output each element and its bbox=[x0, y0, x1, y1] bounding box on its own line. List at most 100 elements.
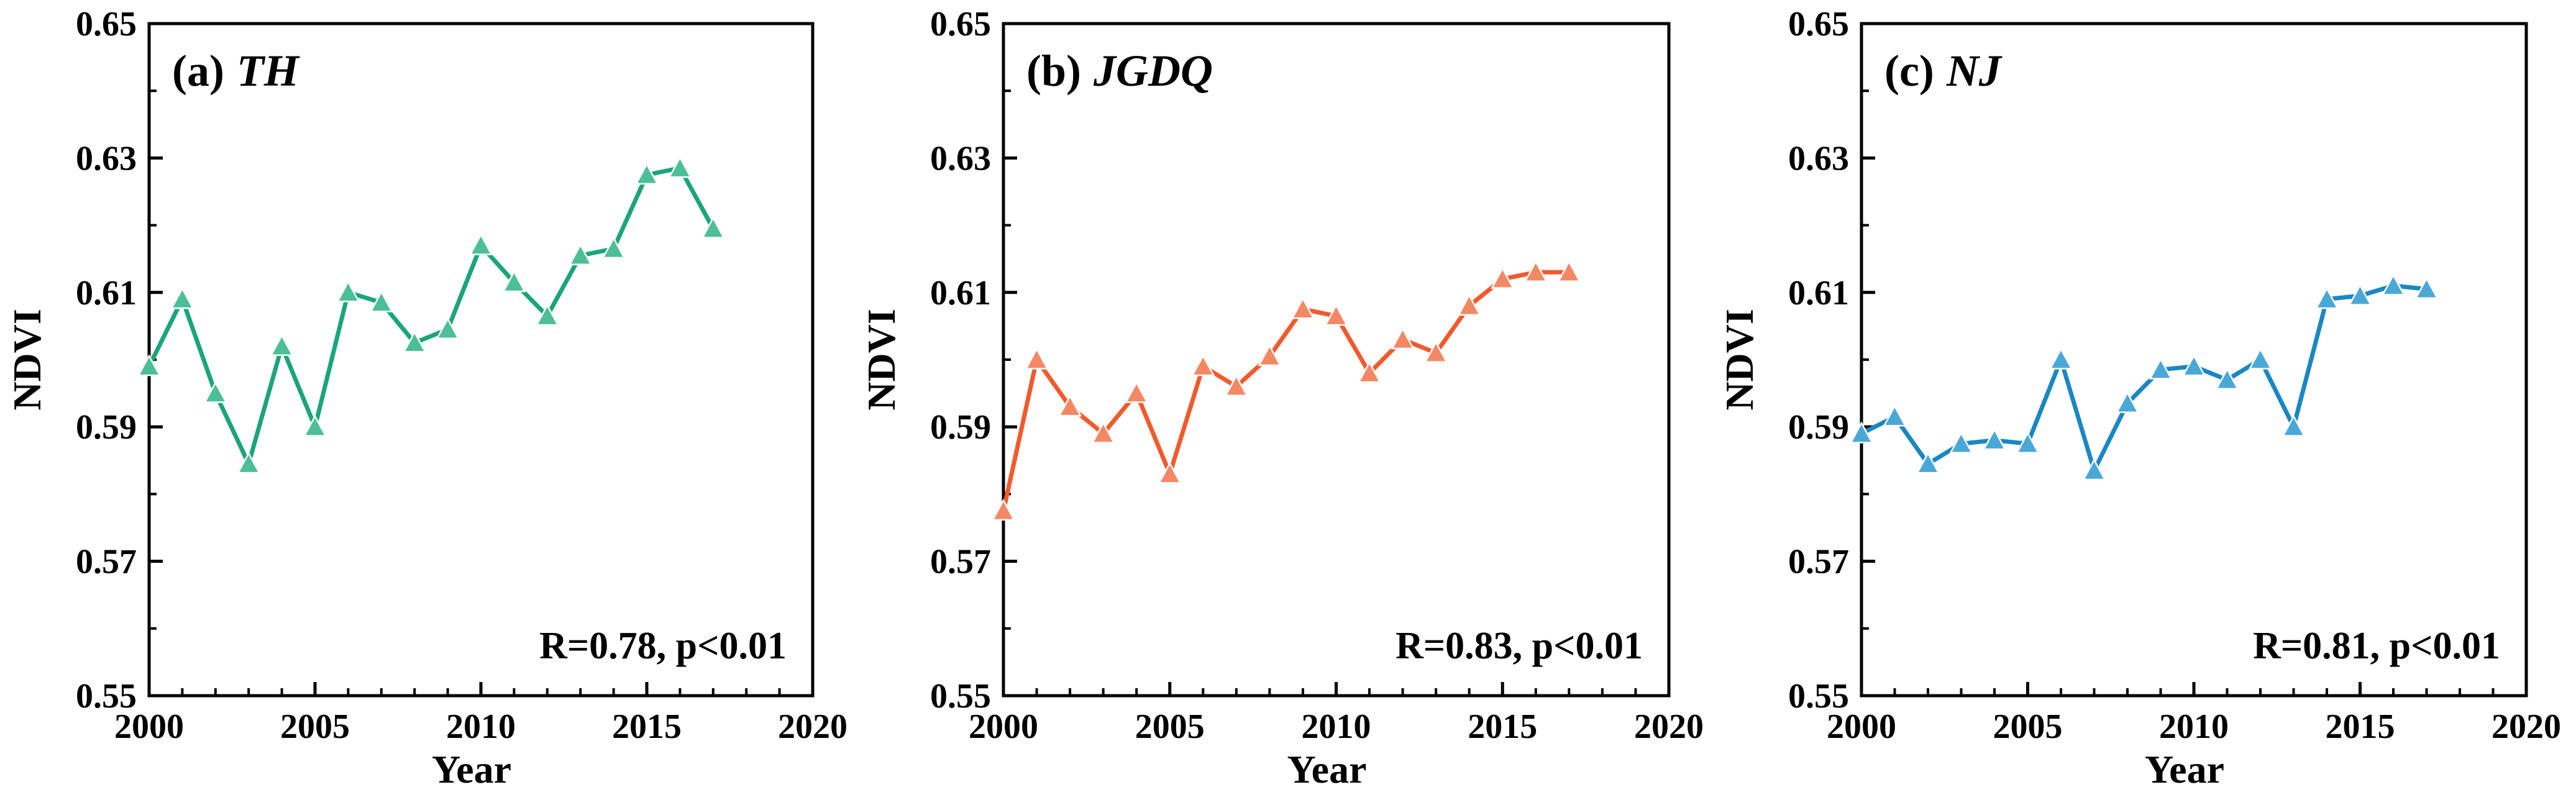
data-point bbox=[1025, 347, 1049, 370]
data-point bbox=[237, 452, 261, 474]
data-point bbox=[270, 334, 294, 357]
y-axis-title: NDVI bbox=[859, 309, 903, 411]
data-point bbox=[569, 243, 593, 265]
x-tick-label: 2010 bbox=[2159, 707, 2229, 746]
y-tick-label: 0.55 bbox=[930, 677, 991, 716]
data-point bbox=[2281, 414, 2306, 437]
data-point bbox=[2314, 286, 2339, 309]
data-point bbox=[1391, 327, 1415, 350]
data-point bbox=[1224, 374, 1248, 396]
data-point bbox=[1523, 260, 1548, 283]
data-point bbox=[303, 414, 327, 437]
data-point bbox=[1091, 421, 1115, 443]
data-point bbox=[436, 317, 460, 340]
data-point bbox=[2115, 391, 2140, 414]
data-point bbox=[502, 270, 526, 293]
y-tick-label: 0.59 bbox=[930, 408, 991, 447]
x-tick-label: 2000 bbox=[1827, 707, 1896, 746]
data-point bbox=[2149, 357, 2173, 380]
series-line bbox=[1860, 283, 2427, 473]
y-axis-title: NDVI bbox=[5, 309, 49, 411]
x-axis-title: Year bbox=[1287, 747, 1367, 791]
y-tick-label: 0.63 bbox=[1788, 139, 1849, 178]
y-tick-label: 0.65 bbox=[930, 5, 991, 43]
data-point bbox=[2381, 273, 2406, 296]
data-point bbox=[336, 280, 360, 302]
panel-title: (b) JGDQ bbox=[1026, 46, 1213, 96]
y-tick-label: 0.57 bbox=[930, 543, 991, 581]
chart-panel-jgdq: 0.55 0.57 0.59 0.61 0.63 0.65 2000 2005 2010 2015… bbox=[859, 5, 1704, 791]
data-point bbox=[1158, 462, 1182, 484]
y-tick-label: 0.65 bbox=[76, 5, 137, 43]
y-tick-label: 0.61 bbox=[1788, 274, 1849, 312]
data-point bbox=[1457, 293, 1481, 316]
data-point bbox=[991, 498, 1016, 521]
panel-title: (c) NJ bbox=[1884, 46, 2003, 96]
x-tick-label: 2015 bbox=[612, 707, 682, 746]
y-tick-label: 0.57 bbox=[1788, 543, 1849, 581]
data-point bbox=[701, 216, 725, 239]
x-tick-label: 2005 bbox=[1135, 707, 1205, 746]
x-tick-label: 2020 bbox=[1634, 707, 1704, 746]
x-tick-label: 2020 bbox=[2492, 707, 2561, 746]
data-point bbox=[668, 156, 692, 178]
y-tick-label: 0.61 bbox=[76, 274, 137, 312]
panel-title: (a) TH bbox=[172, 46, 300, 96]
y-tick-label: 0.63 bbox=[76, 139, 137, 178]
x-tick-label: 2015 bbox=[2326, 707, 2395, 746]
panel-label: (a) bbox=[172, 46, 224, 96]
data-point bbox=[1883, 404, 1907, 427]
data-point bbox=[1916, 452, 1940, 474]
x-tick-label: 2005 bbox=[280, 707, 350, 746]
data-point bbox=[1424, 340, 1448, 363]
x-tick-label: 2015 bbox=[1468, 707, 1537, 746]
data-point bbox=[468, 233, 493, 255]
data-point bbox=[1982, 428, 2007, 450]
data-point bbox=[170, 286, 194, 309]
panel-label: (c) bbox=[1884, 46, 1934, 96]
data-point bbox=[369, 290, 393, 312]
data-point bbox=[1290, 297, 1315, 319]
data-point bbox=[634, 162, 659, 185]
x-tick-label: 2005 bbox=[1993, 707, 2063, 746]
data-point bbox=[2414, 276, 2439, 299]
data-point bbox=[1357, 361, 1382, 383]
y-tick-label: 0.65 bbox=[1788, 5, 1849, 43]
data-point bbox=[203, 381, 227, 403]
y-tick-label: 0.63 bbox=[930, 139, 991, 178]
stat-annotation: R=0.81, p<0.01 bbox=[2253, 625, 2500, 667]
y-tick-label: 0.59 bbox=[76, 408, 137, 447]
y-tick-label: 0.55 bbox=[1788, 677, 1849, 716]
data-point bbox=[601, 236, 626, 259]
data-point bbox=[2082, 458, 2106, 481]
stat-annotation: R=0.83, p<0.01 bbox=[1395, 625, 1643, 667]
data-point bbox=[2181, 354, 2206, 376]
stat-annotation: R=0.78, p<0.01 bbox=[539, 625, 787, 667]
x-axis-title: Year bbox=[2145, 747, 2224, 791]
data-point bbox=[1258, 343, 1282, 366]
plot-frame bbox=[147, 22, 815, 698]
y-tick-label: 0.57 bbox=[76, 543, 137, 581]
data-point bbox=[403, 330, 427, 353]
data-point bbox=[1491, 266, 1515, 289]
y-axis-title: NDVI bbox=[1717, 309, 1761, 411]
data-point bbox=[1849, 421, 1874, 443]
data-point bbox=[2215, 367, 2239, 390]
data-point bbox=[2348, 283, 2372, 306]
x-tick-label: 2000 bbox=[114, 707, 184, 746]
data-point bbox=[1949, 431, 1973, 453]
chart-panel-th: 0.55 0.57 0.59 0.61 0.63 0.65 2000 2005 2010 2015… bbox=[5, 5, 847, 791]
data-point bbox=[1191, 354, 1215, 376]
y-tick-label: 0.55 bbox=[76, 677, 137, 716]
data-point bbox=[1324, 304, 1348, 326]
chart-panel-nj: 0.55 0.57 0.59 0.61 0.63 0.65 2000 2005 2010 2015… bbox=[1717, 5, 2561, 791]
data-point bbox=[1125, 381, 1149, 403]
data-point bbox=[2016, 431, 2040, 453]
x-tick-label: 2000 bbox=[969, 707, 1038, 746]
y-tick-label: 0.59 bbox=[1788, 408, 1849, 447]
panel-region-name: JGDQ bbox=[1093, 46, 1213, 96]
x-tick-label: 2010 bbox=[1302, 707, 1371, 746]
panel-label: (b) bbox=[1026, 46, 1081, 96]
data-point bbox=[2048, 347, 2073, 370]
